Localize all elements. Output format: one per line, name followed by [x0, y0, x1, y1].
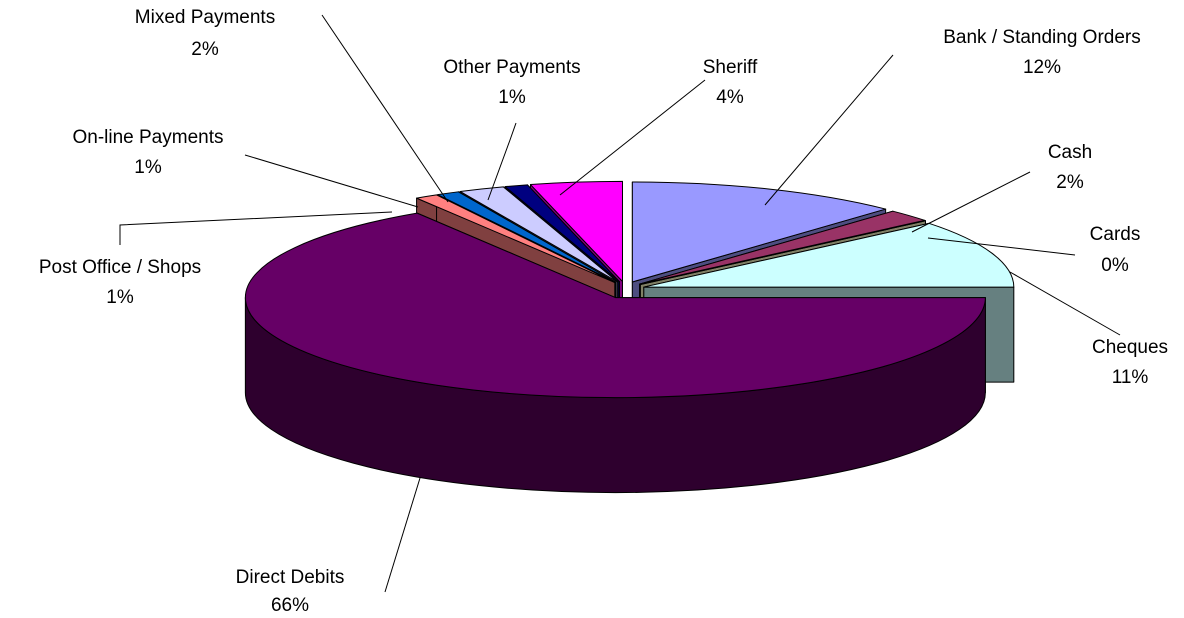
slice-value-label: 66% [271, 595, 309, 616]
leader-line [559, 79, 706, 196]
leader-line [927, 237, 1076, 256]
slice-label: Post Office / Shops [39, 257, 201, 278]
slice-value-label: 11% [1112, 367, 1149, 388]
slice-label: Direct Debits [236, 567, 345, 588]
slice-value-label: 2% [1056, 172, 1084, 193]
slice-top [631, 181, 887, 283]
leader-line [321, 14, 449, 203]
slice-label: Sheriff [703, 57, 758, 78]
slice-top [437, 191, 617, 283]
slice-top [416, 194, 616, 284]
slice-label: Cash [1048, 142, 1092, 163]
leader-line [911, 171, 1031, 233]
slice-label: Mixed Payments [135, 7, 275, 28]
slice-value-label: 1% [498, 87, 526, 108]
slice-top [639, 220, 926, 285]
slice-top [244, 212, 986, 399]
slice-top [459, 186, 619, 283]
leader-line [764, 54, 894, 206]
leader-line [119, 211, 393, 245]
leader-line [244, 154, 419, 208]
slice-value-label: 12% [1023, 57, 1061, 78]
slice-value-label: 1% [106, 287, 134, 308]
slice-top [639, 210, 926, 285]
slice-top [504, 184, 620, 283]
leader-line [384, 477, 421, 593]
leader-line [487, 122, 517, 201]
slice-label: Cheques [1092, 337, 1168, 358]
slice-value-label: 4% [716, 87, 744, 108]
leader-line [1009, 271, 1121, 336]
slice-value-label: 0% [1101, 255, 1129, 276]
slice-label: Cards [1090, 224, 1141, 245]
slice-label: Other Payments [443, 57, 580, 78]
slice-value-label: 2% [191, 39, 219, 60]
slice-label: Bank / Standing Orders [943, 27, 1141, 48]
slice [244, 212, 986, 494]
slice-label: On-line Payments [72, 127, 223, 148]
slice-top [643, 222, 1015, 288]
slice-value-label: 1% [134, 157, 162, 178]
